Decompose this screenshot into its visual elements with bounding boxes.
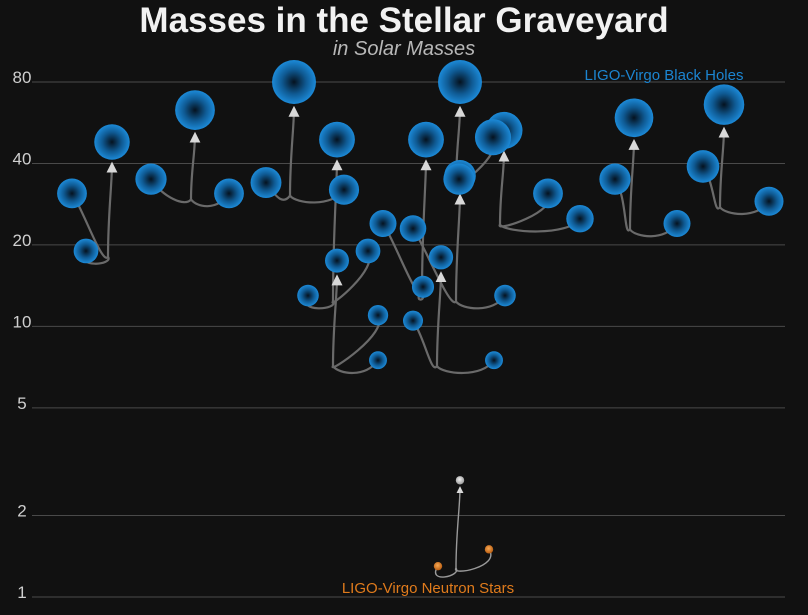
merger-arrow (435, 271, 447, 367)
merger-remnant-point (455, 476, 465, 485)
neutron-stars-series-label: LIGO-Virgo Neutron Stars (342, 580, 514, 597)
black-hole-point (355, 238, 381, 264)
y-tick-label: 20 (13, 231, 32, 250)
black-hole-point (443, 163, 475, 195)
black-hole-remnant-point (614, 98, 654, 138)
y-tick-label: 1 (17, 583, 26, 602)
black-hole-point (754, 186, 784, 216)
black-hole-remnant-point (325, 248, 349, 273)
black-hole-point (297, 284, 319, 307)
black-hole-point (135, 163, 167, 195)
merger-arrow (189, 131, 201, 200)
black-hole-point (73, 238, 99, 264)
black-hole-point (566, 204, 594, 233)
merger-arrow (331, 274, 343, 367)
black-holes-series-label: LIGO-Virgo Black Holes (585, 67, 744, 84)
black-hole-point (367, 305, 389, 326)
black-hole-point (494, 284, 516, 307)
black-hole-point (214, 178, 244, 209)
black-hole-remnant-point (319, 121, 355, 158)
black-hole-point (399, 215, 427, 242)
neutron-star-point (484, 545, 494, 554)
merger-arrow (498, 150, 510, 225)
merger-arrow (718, 126, 730, 208)
black-hole-remnant-point (94, 124, 130, 160)
chart-subtitle: in Solar Masses (332, 38, 476, 60)
y-tick-label: 2 (17, 502, 26, 521)
black-hole-point (369, 210, 397, 237)
black-hole-remnant-point (175, 90, 215, 130)
merger-curve-primary (455, 548, 492, 572)
black-hole-point (369, 351, 387, 370)
merger-arrow (288, 105, 300, 196)
black-hole-point (250, 167, 282, 199)
black-hole-point (328, 174, 360, 205)
chart-title: Masses in the Stellar Graveyard (139, 1, 669, 40)
neutron-star-point (433, 561, 443, 571)
black-hole-point (663, 210, 691, 237)
black-hole-remnant-point (428, 245, 454, 270)
black-hole-point (57, 178, 87, 209)
black-hole-point (485, 351, 503, 370)
merger-arrow (454, 193, 466, 302)
black-hole-remnant-point (272, 60, 316, 104)
y-tick-label: 10 (13, 312, 32, 331)
black-hole-remnant-point (408, 121, 444, 158)
y-tick-label: 40 (13, 149, 32, 168)
black-hole-point (474, 119, 512, 156)
black-hole-point (402, 310, 424, 331)
black-hole-point (599, 163, 631, 195)
black-hole-point (411, 275, 435, 298)
merger-curve-secondary (434, 565, 458, 578)
merger-arrow (420, 159, 432, 293)
merger-arrow (455, 486, 464, 569)
black-hole-point (533, 178, 563, 209)
y-tick-label: 80 (13, 68, 32, 87)
black-hole-remnant-point (438, 60, 482, 104)
merger-arrow (628, 138, 640, 230)
y-tick-label: 5 (17, 394, 26, 413)
black-hole-remnant-point (703, 84, 745, 125)
black-hole-point (686, 150, 720, 183)
merger-arrow (106, 161, 118, 257)
